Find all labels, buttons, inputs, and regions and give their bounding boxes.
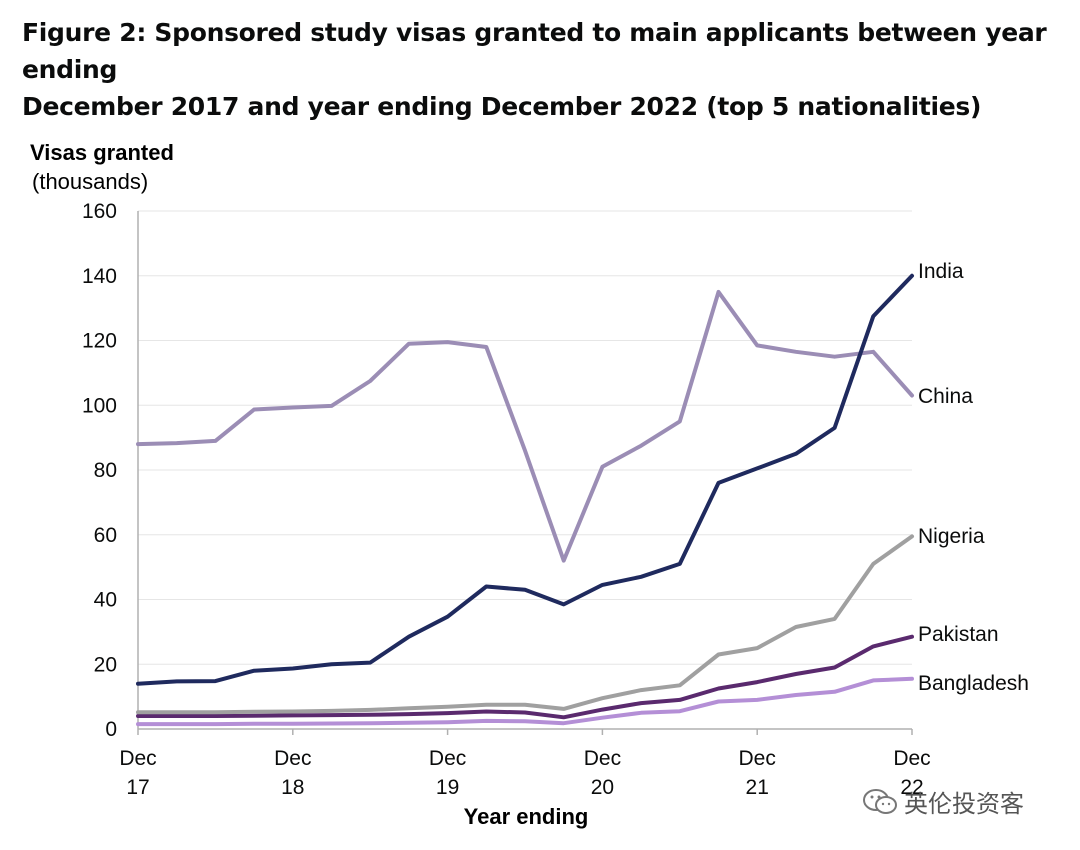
y-tick-label: 80 xyxy=(94,459,117,482)
series-line-nigeria xyxy=(136,534,914,715)
series-lines xyxy=(136,273,914,727)
series-line-china xyxy=(136,289,914,563)
y-tick-label: 20 xyxy=(94,653,117,676)
y-axis-title: Visas granted xyxy=(30,140,174,165)
watermark-text: 英伦投资客 xyxy=(904,790,1024,818)
x-tick-label: Dec xyxy=(429,747,466,770)
series-label-pakistan: Pakistan xyxy=(918,623,999,646)
series-labels: India China Nigeria Pakistan Bangladesh xyxy=(918,260,1029,695)
series-line-bangladesh xyxy=(136,676,914,727)
series-label-china: China xyxy=(918,385,973,408)
y-tick-label: 160 xyxy=(82,200,117,223)
x-tick-label: 20 xyxy=(591,776,614,799)
chart-title-line1: Figure 2: Sponsored study visas granted … xyxy=(22,18,1047,84)
wechat-icon xyxy=(863,788,897,814)
y-tick-label: 40 xyxy=(94,589,117,612)
y-tick-label: 0 xyxy=(105,718,117,741)
x-tick-label: Dec xyxy=(584,747,621,770)
y-tick-label: 60 xyxy=(94,524,117,547)
chart-title: Figure 2: Sponsored study visas granted … xyxy=(22,14,1062,125)
x-tick-label: 18 xyxy=(281,776,304,799)
x-tick-label: Dec xyxy=(119,747,156,770)
x-axis-title: Year ending xyxy=(464,804,589,829)
series-line-pakistan xyxy=(136,634,914,720)
y-tick-label: 140 xyxy=(82,265,117,288)
chart-title-line2: December 2017 and year ending December 2… xyxy=(22,92,982,121)
axes: 0 20 40 60 80 100 120 140 160 Dec 17 Dec 18 Dec 19 Dec 2… xyxy=(82,200,931,799)
x-tick-label: 19 xyxy=(436,776,459,799)
x-tick-label: Dec xyxy=(893,747,930,770)
x-tick-label: Dec xyxy=(739,747,776,770)
x-tick-label: 21 xyxy=(746,776,769,799)
series-label-nigeria: Nigeria xyxy=(918,525,985,548)
series-label-bangladesh: Bangladesh xyxy=(918,672,1029,695)
x-tick-label: Dec xyxy=(274,747,311,770)
x-tick-label: 22 xyxy=(900,776,923,799)
watermark: 英伦投资客 xyxy=(862,784,1024,819)
y-tick-label: 100 xyxy=(82,394,117,417)
y-tick-label: 120 xyxy=(82,330,117,353)
series-label-india: India xyxy=(918,260,964,283)
x-tick-label: 17 xyxy=(126,776,149,799)
y-axis-subtitle: (thousands) xyxy=(32,169,148,194)
gridlines xyxy=(138,210,912,665)
series-line-india xyxy=(136,273,914,686)
